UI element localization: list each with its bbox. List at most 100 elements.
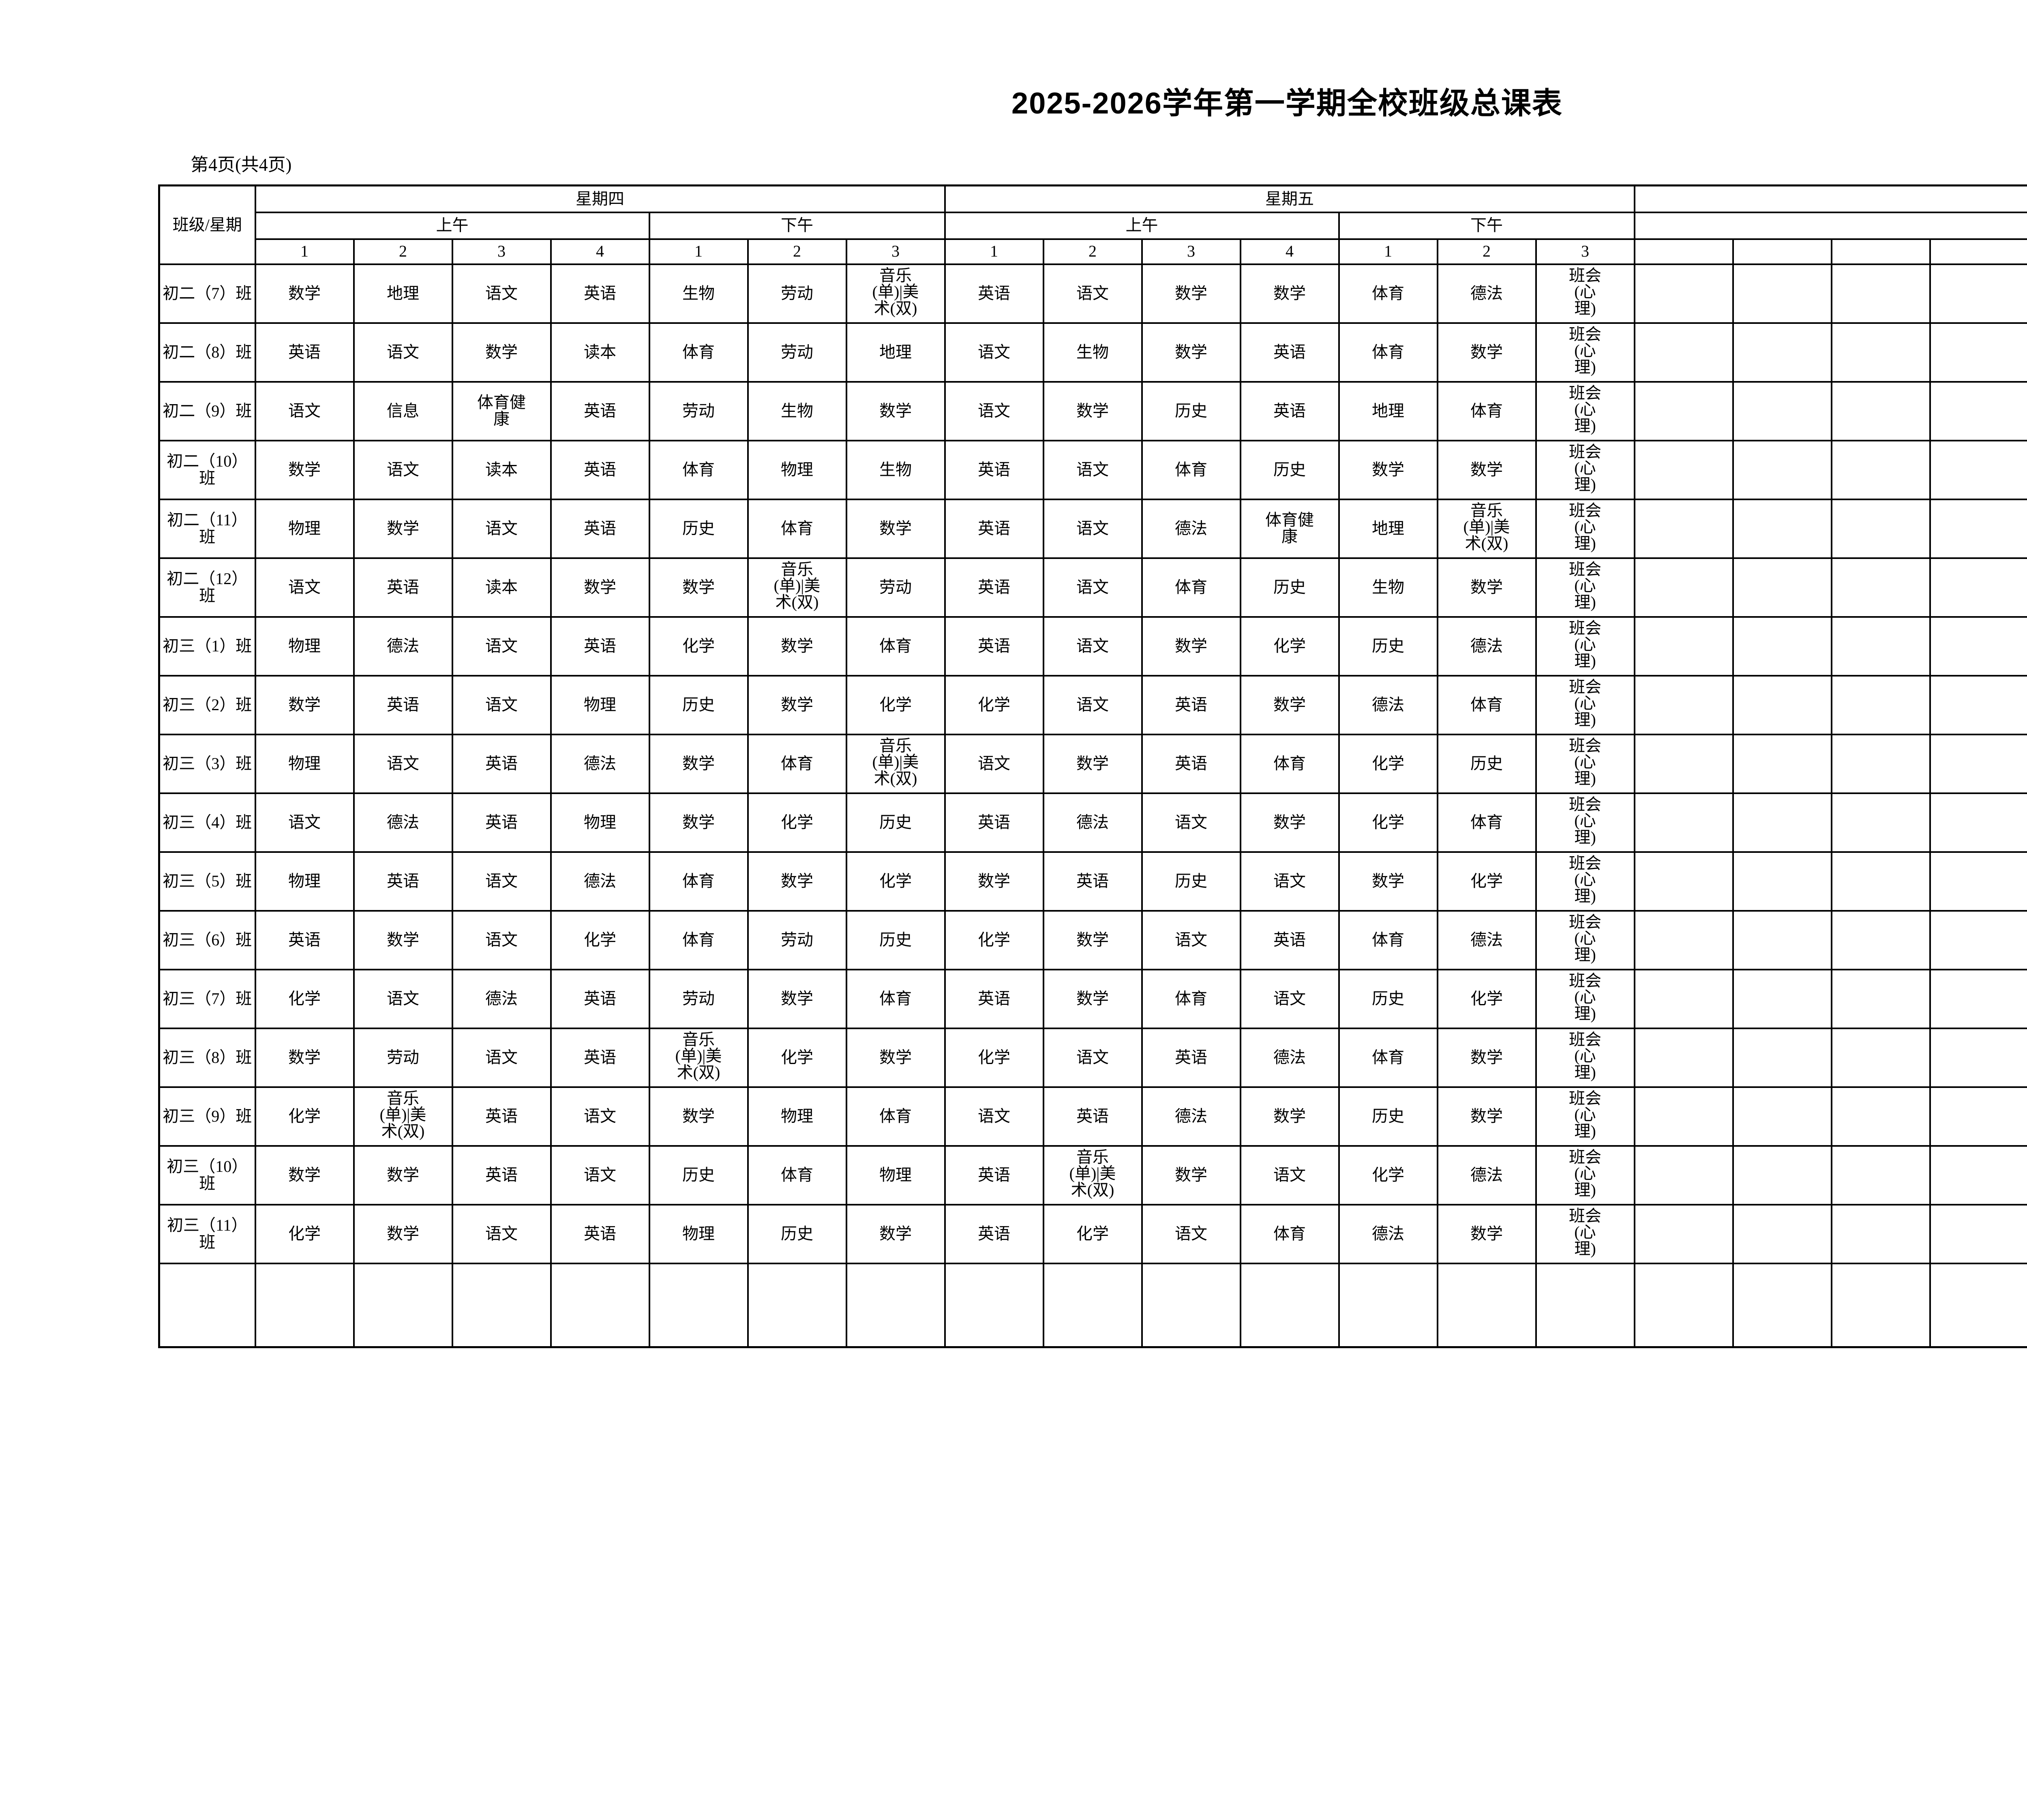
subject-cell-thursday-5: 物理 [648,1203,749,1264]
subject-cell-thursday-3: 语文 [451,910,552,970]
blank-cell-1 [1633,1027,1734,1088]
subject-cell-thursday-7: 物理 [845,1145,946,1205]
header-row-day: 班级/星期 星期四 星期五 [158,184,2027,265]
subject-cell-thursday-5: 生物 [648,263,749,324]
subject-cell-thursday-1: 化学 [254,968,355,1029]
subject-cell-thursday-2: 数学 [353,910,453,970]
period-friday-afternoon-3: 3 [1535,238,1635,265]
blank-cell-3 [1830,851,1931,912]
subject-cell-friday-6: 历史 [1436,733,1537,794]
blank-cell-3 [1830,1145,1931,1205]
subject-cell-friday-1: 化学 [944,674,1044,735]
subject-cell-friday-3: 体育 [1141,439,1241,500]
subject-cell-thursday-2: 语文 [353,322,453,383]
blank-cell-3 [1830,1086,1931,1147]
subject-cell-friday-2: 数学 [1042,381,1143,441]
subject-cell-friday-2: 语文 [1042,498,1143,559]
blank-cell-4 [1929,1262,2027,1348]
subject-cell-thursday-4: 英语 [550,1203,650,1264]
subject-cell-friday-6 [1436,1262,1537,1348]
subject-cell-thursday-2: 语文 [353,968,453,1029]
subject-cell-friday-7: 班会 (心 理) [1535,263,1635,324]
subject-cell-thursday-6: 历史 [747,1203,847,1264]
half-header-thursday-morning: 上午 [254,211,650,240]
blank-cell-2 [1732,1086,1832,1147]
subject-cell-friday-5: 德法 [1338,674,1438,735]
subject-cell-friday-7: 班会 (心 理) [1535,1145,1635,1205]
period-friday-morning-2: 2 [1042,238,1143,265]
subject-cell-thursday-5: 历史 [648,1145,749,1205]
subject-cell-friday-1: 英语 [944,498,1044,559]
table-row: 初三（6）班 英语 数学 语文 化学 体育 劳动 历史 化学 数学 语文 英语 体育 德法 班会 (心 理) [158,910,2027,970]
subject-cell-thursday-3: 英语 [451,1145,552,1205]
subject-cell-friday-7: 班会 (心 理) [1535,792,1635,853]
subject-cell-thursday-3: 英语 [451,792,552,853]
subject-cell-thursday-1: 语文 [254,557,355,618]
subject-cell-friday-1: 英语 [944,968,1044,1029]
subject-cell-thursday-2: 数学 [353,1145,453,1205]
class-name-cell: 初三（1）班 [158,616,256,677]
subject-cell-friday-6: 德法 [1436,910,1537,970]
subject-cell-friday-5 [1338,1262,1438,1348]
period-blank-2 [1732,238,1832,265]
blank-cell-4 [1929,1203,2027,1264]
period-friday-afternoon-2: 2 [1436,238,1537,265]
class-name-cell: 初二（10）班 [158,439,256,500]
blank-cell-2 [1732,968,1832,1029]
subject-cell-friday-1 [944,1262,1044,1348]
blank-cell-4 [1929,1027,2027,1088]
subject-cell-thursday-5: 劳动 [648,968,749,1029]
subject-cell-friday-1: 英语 [944,557,1044,618]
subject-cell-friday-7: 班会 (心 理) [1535,851,1635,912]
subject-cell-thursday-6: 劳动 [747,910,847,970]
subject-cell-thursday-3: 语文 [451,1203,552,1264]
subject-cell-friday-6: 数学 [1436,322,1537,383]
subject-cell-thursday-3: 读本 [451,439,552,500]
table-row: 初三（4）班 语文 德法 英语 物理 数学 化学 历史 英语 德法 语文 数学 化学 体育 班会 (心 理) [158,792,2027,853]
table-row: 初三（3）班 物理 语文 英语 德法 数学 体育 音乐 (单)|美 术(双) 语文 数学 英语 体育 化学历… [158,733,2027,794]
subject-cell-thursday-4: 读本 [550,322,650,383]
table-row: 初三（8）班 数学 劳动 语文 英语 音乐 (单)|美 术(双) 化学 数学 化学 语文 英语 德法 体育数… [158,1027,2027,1088]
subject-cell-thursday-4: 英语 [550,439,650,500]
subject-cell-friday-4: 数学 [1239,263,1340,324]
blank-cell-4 [1929,381,2027,441]
subject-cell-friday-4: 数学 [1239,674,1340,735]
table-row-empty [158,1262,2027,1348]
subject-cell-thursday-7: 数学 [845,498,946,559]
subject-cell-thursday-1 [254,1262,355,1348]
subject-cell-friday-2: 数学 [1042,733,1143,794]
subject-cell-friday-1: 化学 [944,1027,1044,1088]
class-name-cell: 初三（9）班 [158,1086,256,1147]
class-name-cell: 初二（11）班 [158,498,256,559]
header-row-half: 上午 下午 上午 下午 [159,211,2027,240]
blank-cell-4 [1929,263,2027,324]
subject-cell-thursday-2: 数学 [353,498,453,559]
subject-cell-thursday-3: 数学 [451,322,552,383]
subject-cell-friday-3: 英语 [1141,733,1241,794]
table-row: 初三（2）班 数学 英语 语文 物理 历史 数学 化学 化学 语文 英语 数学 德法 体育 班会 (心 理) [158,674,2027,735]
period-thursday-afternoon-1: 1 [648,238,749,265]
subject-cell-thursday-2: 劳动 [353,1027,453,1088]
class-name-cell: 初三（6）班 [158,910,256,970]
subject-cell-thursday-2 [353,1262,453,1348]
blank-cell-3 [1830,733,1931,794]
subject-cell-friday-5: 体育 [1338,263,1438,324]
blank-cell-2 [1732,1262,1832,1348]
blank-cell-4 [1929,439,2027,500]
blank-cell-2 [1732,792,1832,853]
subject-cell-thursday-5: 劳动 [648,381,749,441]
table-body: 初二（7）班 数学 地理 语文 英语 生物 劳动 音乐 (单)|美 术(双) 英语 语文 数学 数学 体育德… [158,263,2027,1348]
subject-cell-thursday-7: 体育 [845,968,946,1029]
subject-cell-thursday-3: 德法 [451,968,552,1029]
subject-cell-thursday-4: 语文 [550,1145,650,1205]
subject-cell-friday-4: 化学 [1239,616,1340,677]
blank-cell-1 [1633,616,1734,677]
subject-cell-thursday-6: 体育 [747,733,847,794]
subject-cell-thursday-4: 物理 [550,674,650,735]
subject-cell-thursday-2: 语文 [353,439,453,500]
subject-cell-friday-7: 班会 (心 理) [1535,1027,1635,1088]
subject-cell-thursday-2: 德法 [353,792,453,853]
blank-cell-2 [1732,557,1832,618]
